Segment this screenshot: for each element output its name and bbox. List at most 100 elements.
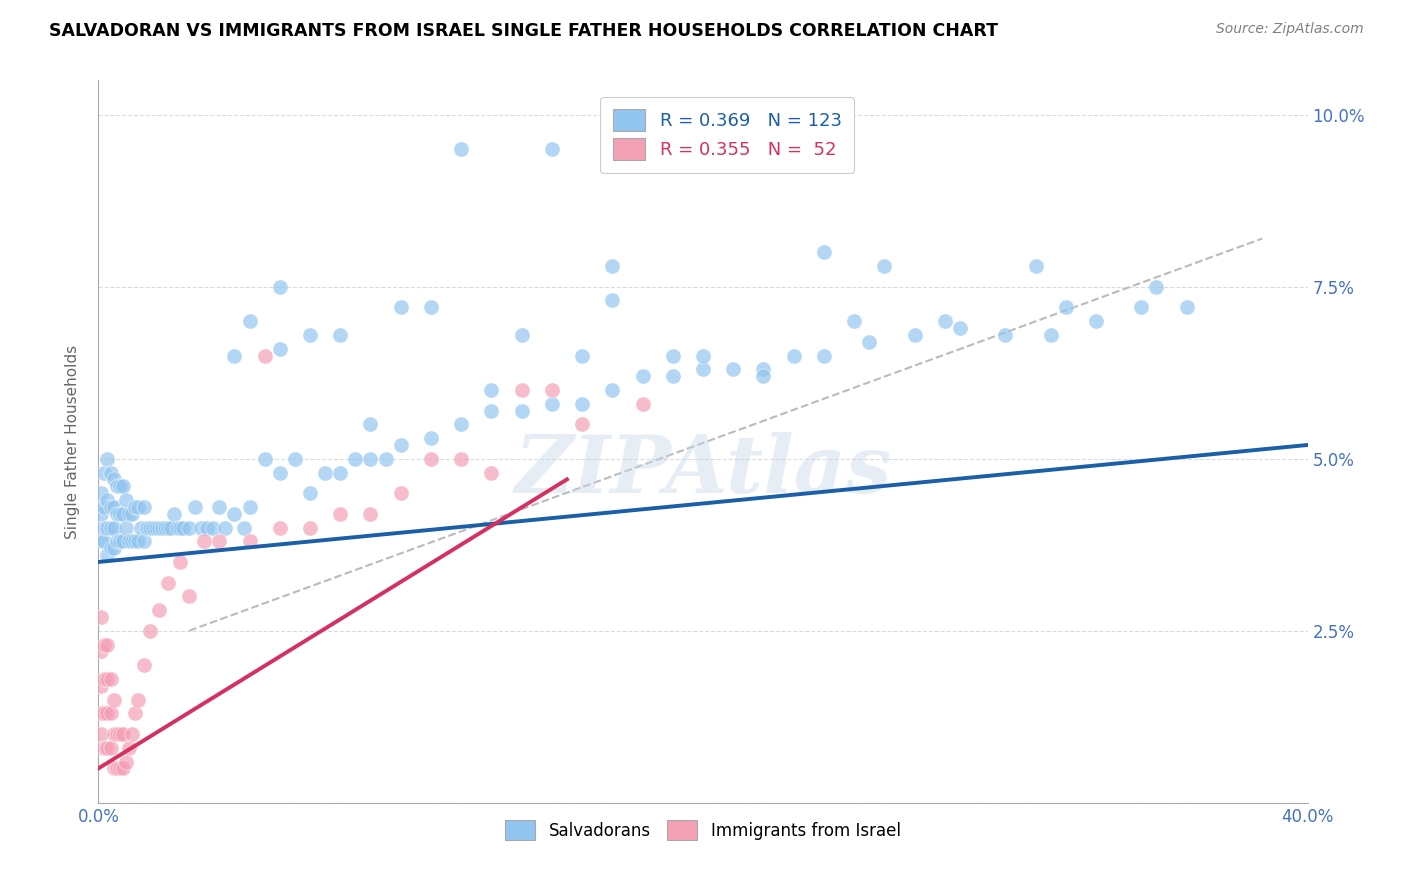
Point xyxy=(208,500,231,514)
Point xyxy=(208,534,231,549)
Point xyxy=(114,755,136,769)
Point xyxy=(103,472,125,486)
Point xyxy=(90,679,112,693)
Point xyxy=(813,245,835,260)
Point xyxy=(121,507,143,521)
Point xyxy=(481,403,503,417)
Point xyxy=(571,349,593,363)
Point xyxy=(450,142,472,156)
Point xyxy=(103,520,125,534)
Point xyxy=(253,349,276,363)
Point xyxy=(202,520,225,534)
Point xyxy=(103,692,125,706)
Point xyxy=(100,500,122,514)
Point xyxy=(329,327,352,342)
Point xyxy=(1130,301,1153,315)
Point xyxy=(90,534,112,549)
Point xyxy=(111,479,134,493)
Point xyxy=(108,507,131,521)
Point xyxy=(1144,279,1167,293)
Point xyxy=(156,575,179,590)
Point xyxy=(105,761,128,775)
Point xyxy=(93,520,115,534)
Point xyxy=(100,740,122,755)
Point xyxy=(329,507,352,521)
Point xyxy=(108,479,131,493)
Point xyxy=(752,362,775,376)
Point xyxy=(1024,259,1046,273)
Point xyxy=(93,706,115,721)
Point xyxy=(118,740,141,755)
Point xyxy=(100,520,122,534)
Point xyxy=(96,638,118,652)
Point xyxy=(127,692,149,706)
Point xyxy=(148,520,170,534)
Point xyxy=(111,727,134,741)
Point xyxy=(232,520,254,534)
Point xyxy=(314,466,336,480)
Point xyxy=(1039,327,1062,342)
Point xyxy=(160,520,183,534)
Point xyxy=(166,520,188,534)
Text: SALVADORAN VS IMMIGRANTS FROM ISRAEL SINGLE FATHER HOUSEHOLDS CORRELATION CHART: SALVADORAN VS IMMIGRANTS FROM ISRAEL SIN… xyxy=(49,22,998,40)
Point xyxy=(184,500,207,514)
Point xyxy=(93,672,115,686)
Point xyxy=(105,534,128,549)
Point xyxy=(132,500,155,514)
Point xyxy=(148,603,170,617)
Point xyxy=(420,301,443,315)
Point xyxy=(108,727,131,741)
Text: Source: ZipAtlas.com: Source: ZipAtlas.com xyxy=(1216,22,1364,37)
Point xyxy=(93,500,115,514)
Point xyxy=(602,259,624,273)
Point xyxy=(145,520,167,534)
Point xyxy=(389,438,412,452)
Point xyxy=(329,466,352,480)
Point xyxy=(481,383,503,397)
Point xyxy=(813,349,835,363)
Point xyxy=(481,466,503,480)
Point xyxy=(631,369,654,384)
Point xyxy=(269,279,291,293)
Point xyxy=(139,624,162,638)
Point xyxy=(602,293,624,308)
Point xyxy=(450,417,472,432)
Point xyxy=(100,541,122,556)
Point xyxy=(239,314,262,328)
Point xyxy=(299,327,322,342)
Point xyxy=(90,507,112,521)
Point xyxy=(132,658,155,673)
Point xyxy=(96,493,118,508)
Point xyxy=(692,349,714,363)
Point xyxy=(111,507,134,521)
Point xyxy=(103,541,125,556)
Point xyxy=(284,451,307,466)
Point xyxy=(269,466,291,480)
Point xyxy=(90,486,112,500)
Point xyxy=(299,520,322,534)
Point xyxy=(90,644,112,658)
Point xyxy=(723,362,745,376)
Point xyxy=(96,740,118,755)
Point xyxy=(420,451,443,466)
Point xyxy=(127,534,149,549)
Point xyxy=(111,534,134,549)
Point xyxy=(169,520,191,534)
Point xyxy=(103,727,125,741)
Y-axis label: Single Father Households: Single Father Households xyxy=(65,344,80,539)
Point xyxy=(153,520,176,534)
Point xyxy=(121,727,143,741)
Point xyxy=(114,493,136,508)
Point xyxy=(100,672,122,686)
Point xyxy=(111,761,134,775)
Point xyxy=(124,500,146,514)
Point xyxy=(90,727,112,741)
Point xyxy=(193,534,215,549)
Point xyxy=(93,740,115,755)
Point xyxy=(420,431,443,445)
Point xyxy=(510,403,533,417)
Point xyxy=(374,451,396,466)
Text: ZIPAtlas: ZIPAtlas xyxy=(515,432,891,509)
Point xyxy=(96,451,118,466)
Point xyxy=(100,706,122,721)
